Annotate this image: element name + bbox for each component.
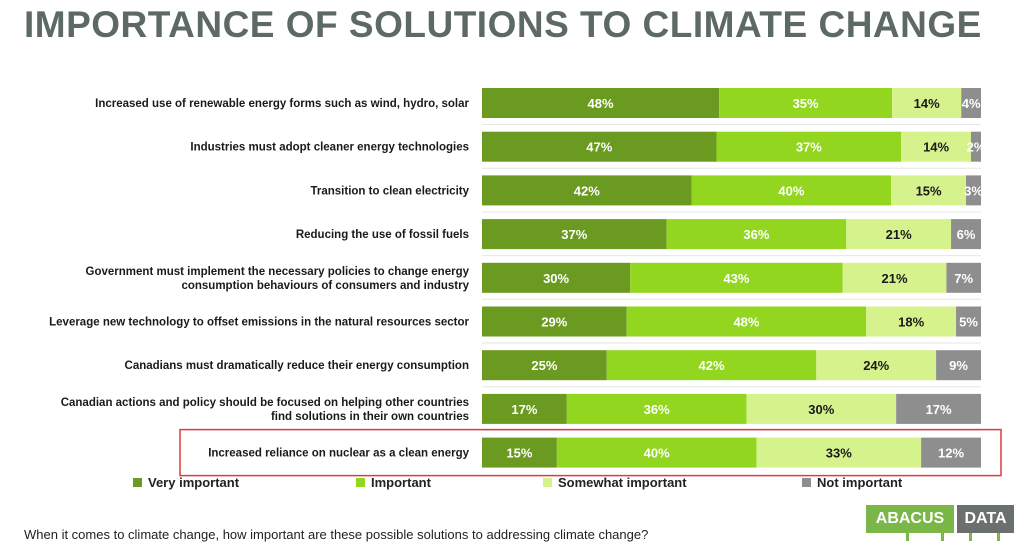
data-label-important: 35% [793, 96, 819, 111]
data-label-somewhat-important: 15% [916, 183, 942, 198]
category-label: Leverage new technology to offset emissi… [49, 317, 469, 329]
bar-segment-important [606, 350, 817, 381]
data-label-very-important: 25% [531, 358, 557, 373]
bar-segment-very-important [482, 88, 720, 118]
logo-text-abacus: ABACUS [866, 505, 954, 533]
bar-segment-not-important [961, 88, 981, 118]
data-label-not-important: 17% [926, 402, 952, 417]
bar-segment-not-important [936, 350, 981, 381]
bar-segment-very-important [482, 393, 567, 424]
bar-segment-not-important [966, 175, 981, 206]
data-label-very-important: 29% [541, 315, 567, 330]
bar-segment-somewhat-important [891, 175, 967, 206]
data-label-very-important: 37% [561, 227, 587, 242]
data-label-very-important: 15% [506, 446, 532, 461]
data-label-very-important: 42% [574, 183, 600, 198]
bar-segment-important [626, 306, 867, 337]
data-label-not-important: 4% [962, 96, 981, 111]
bar-segment-very-important [482, 437, 557, 468]
bar-segment-not-important [956, 306, 981, 337]
data-label-important: 40% [778, 183, 804, 198]
data-label-important: 37% [796, 140, 822, 155]
bar-segment-not-important [971, 131, 981, 162]
bar-segment-somewhat-important [846, 219, 952, 250]
bar-segment-important [556, 437, 757, 468]
data-label-very-important: 47% [586, 140, 612, 155]
bar-segment-somewhat-important [892, 88, 962, 118]
category-label: Canadian actions and policy should be fo… [61, 397, 469, 423]
category-label: Increased use of renewable energy forms … [95, 98, 469, 110]
data-label-somewhat-important: 33% [826, 446, 852, 461]
data-label-important: 40% [644, 446, 670, 461]
data-label-not-important: 3% [964, 183, 983, 198]
bar-segment-important [630, 262, 843, 293]
data-label-important: 48% [733, 315, 759, 330]
data-label-important: 36% [644, 402, 670, 417]
data-label-somewhat-important: 14% [914, 96, 940, 111]
bar-segment-not-important [896, 393, 981, 424]
data-label-very-important: 30% [543, 271, 569, 286]
logo-ticks [866, 533, 1014, 541]
category-label: Transition to clean electricity [311, 185, 470, 197]
data-label-somewhat-important: 21% [886, 227, 912, 242]
bar-segment-very-important [482, 131, 717, 162]
data-label-very-important: 48% [588, 96, 614, 111]
bar-segment-important [716, 131, 902, 162]
bar-segment-very-important [482, 306, 627, 337]
category-label: Industries must adopt cleaner energy tec… [190, 142, 469, 154]
data-label-important: 43% [723, 271, 749, 286]
bar-segment-very-important [482, 219, 667, 250]
bar-segment-important [691, 175, 892, 206]
abacus-data-logo: ABACUS DATA [866, 505, 1014, 541]
data-label-somewhat-important: 30% [808, 402, 834, 417]
bar-segment-important [666, 219, 847, 250]
data-label-not-important: 6% [957, 227, 976, 242]
data-label-not-important: 9% [949, 358, 968, 373]
data-label-somewhat-important: 21% [882, 271, 908, 286]
bar-segment-very-important [482, 262, 631, 293]
logo-text-data: DATA [957, 505, 1014, 533]
data-label-important: 42% [699, 358, 725, 373]
bar-segment-somewhat-important [746, 393, 897, 424]
data-label-not-important: 12% [938, 446, 964, 461]
data-label-somewhat-important: 18% [898, 315, 924, 330]
data-label-somewhat-important: 24% [863, 358, 889, 373]
bar-segment-not-important [921, 437, 981, 468]
category-label: Reducing the use of fossil fuels [296, 229, 469, 241]
category-label: Canadians must dramatically reduce their… [125, 360, 469, 372]
data-label-somewhat-important: 14% [923, 140, 949, 155]
survey-question: When it comes to climate change, how imp… [24, 527, 649, 542]
bar-segment-somewhat-important [866, 306, 957, 337]
data-label-not-important: 5% [959, 315, 978, 330]
bar-segment-somewhat-important [842, 262, 947, 293]
bar-segment-not-important [951, 219, 981, 250]
bar-segment-important [719, 88, 893, 118]
bar-segment-somewhat-important [901, 131, 972, 162]
bar-segment-not-important [946, 262, 981, 293]
data-label-very-important: 17% [511, 402, 537, 417]
data-label-not-important: 7% [954, 271, 973, 286]
bar-segment-important [566, 393, 747, 424]
category-label: Government must implement the necessary … [86, 266, 470, 292]
data-label-not-important: 2% [967, 140, 986, 155]
data-label-important: 36% [743, 227, 769, 242]
bar-segment-somewhat-important [816, 350, 937, 381]
bar-segment-very-important [482, 175, 692, 206]
bar-segment-somewhat-important [756, 437, 922, 468]
chart-title: IMPORTANCE OF SOLUTIONS TO CLIMATE CHANG… [24, 4, 982, 45]
highlight-box [179, 428, 1002, 477]
category-label: Increased reliance on nuclear as a clean… [208, 448, 469, 460]
bar-segment-very-important [482, 350, 607, 381]
